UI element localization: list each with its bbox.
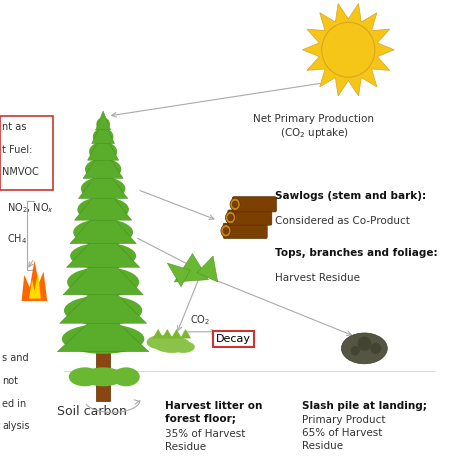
Ellipse shape [62,324,145,354]
Ellipse shape [77,197,129,222]
Ellipse shape [221,225,231,237]
Ellipse shape [232,201,238,208]
Polygon shape [96,111,111,130]
Ellipse shape [228,214,233,221]
Text: Decay: Decay [216,334,251,344]
FancyBboxPatch shape [223,223,267,238]
Polygon shape [60,281,146,323]
Text: not: not [2,376,18,386]
Ellipse shape [85,158,121,180]
Ellipse shape [146,335,174,349]
Bar [96,339,110,401]
Text: Harvest litter on
forest floor;: Harvest litter on forest floor; [165,401,263,424]
Ellipse shape [81,177,126,200]
Text: CH$_4$: CH$_4$ [7,232,27,246]
Text: Primary Product
65% of Harvest
Residue: Primary Product 65% of Harvest Residue [302,415,386,451]
Polygon shape [21,261,47,301]
Text: Tops, branches and foliage:: Tops, branches and foliage: [275,248,438,258]
Circle shape [351,346,360,356]
Text: nt as: nt as [2,122,27,132]
Text: Slash pile at landing;: Slash pile at landing; [302,401,428,410]
Polygon shape [91,120,115,144]
FancyBboxPatch shape [228,210,272,225]
Text: Sawlogs (stem and bark):: Sawlogs (stem and bark): [275,191,426,201]
Polygon shape [74,185,132,220]
Text: t Fuel:: t Fuel: [2,145,33,155]
Polygon shape [153,329,164,338]
Polygon shape [63,252,143,295]
Ellipse shape [96,118,110,131]
Polygon shape [70,206,137,244]
Ellipse shape [223,228,228,234]
Ellipse shape [69,367,101,386]
Circle shape [322,22,375,77]
Polygon shape [171,329,182,338]
Ellipse shape [70,243,136,269]
Polygon shape [57,309,149,352]
FancyBboxPatch shape [232,197,276,212]
Ellipse shape [82,367,124,386]
Ellipse shape [230,198,240,210]
Text: NO$_2$, NO$_x$: NO$_2$, NO$_x$ [7,201,54,215]
Ellipse shape [226,211,236,224]
Ellipse shape [93,128,113,145]
Polygon shape [180,329,191,338]
Ellipse shape [64,296,142,326]
Polygon shape [78,165,128,199]
Circle shape [370,343,381,354]
Polygon shape [88,132,118,160]
Polygon shape [66,229,140,267]
Text: CO$_2$: CO$_2$ [190,313,210,327]
Ellipse shape [172,341,195,353]
Text: Considered as Co-Product: Considered as Co-Product [275,216,410,226]
Polygon shape [302,4,394,96]
Polygon shape [162,329,173,338]
Ellipse shape [67,267,139,297]
Polygon shape [29,273,41,299]
Circle shape [357,337,371,351]
Ellipse shape [89,142,117,162]
Text: Soil carbon: Soil carbon [57,405,127,418]
Text: ed in: ed in [2,399,27,409]
Text: s and: s and [2,353,29,363]
Ellipse shape [112,367,140,386]
Text: Harvest Residue: Harvest Residue [275,273,360,283]
Text: 35% of Harvest
Residue: 35% of Harvest Residue [165,429,246,452]
Text: Net Primary Production
(CO$_2$ uptake): Net Primary Production (CO$_2$ uptake) [254,114,374,140]
Polygon shape [167,263,190,287]
Polygon shape [197,256,218,282]
Ellipse shape [341,333,387,364]
Polygon shape [83,148,123,178]
Ellipse shape [73,219,133,246]
Polygon shape [174,254,209,282]
Text: NMVOC: NMVOC [2,167,39,177]
Ellipse shape [154,337,190,353]
Text: alysis: alysis [2,421,30,431]
